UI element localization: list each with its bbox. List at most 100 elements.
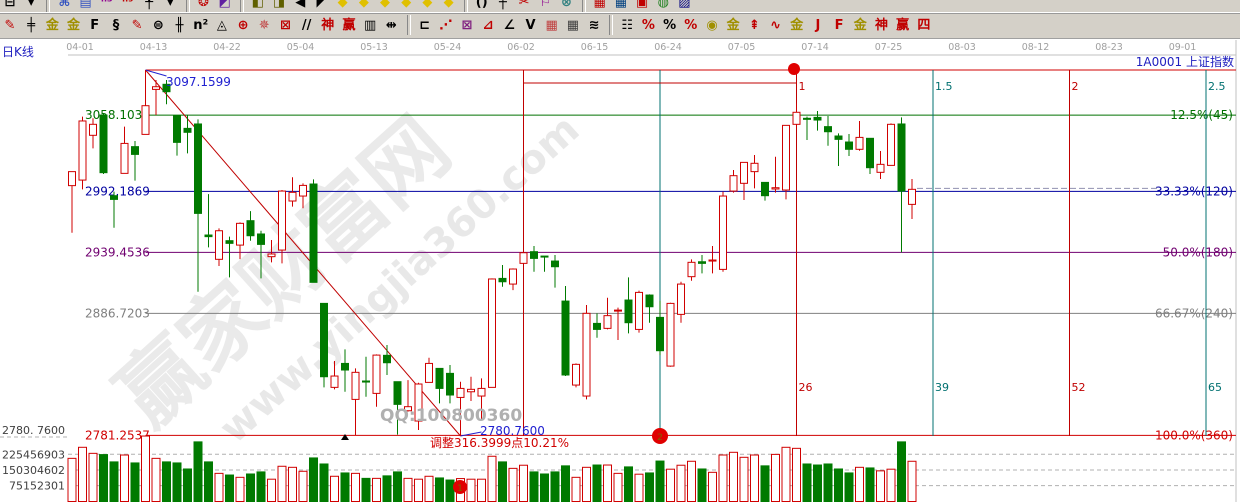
four-angle-icon[interactable]: 四 [917, 17, 931, 33]
candle [729, 170, 738, 193]
candle-body [614, 309, 622, 312]
gold-lines-icon[interactable]: 金 [45, 17, 59, 33]
gann-fan-icon[interactable]: ⊿ [482, 17, 494, 33]
candle-body [362, 380, 370, 383]
period-label: 日K线 [2, 45, 34, 59]
wave-icon[interactable]: ∿ [770, 17, 782, 33]
crosshair-icon[interactable]: ┼ [499, 0, 507, 10]
window-layout-icon[interactable]: ⊟ [4, 0, 16, 10]
diamond-1-icon[interactable]: ◆ [337, 0, 348, 10]
dropdown-arrow-icon[interactable]: ▾ [27, 0, 35, 10]
first-page-icon[interactable]: ◧ [251, 0, 265, 10]
marker-2-dot[interactable] [652, 428, 668, 444]
forward-icon[interactable]: ◤ [316, 0, 327, 10]
percent-lines-icon[interactable]: % [684, 17, 698, 33]
flag-icon[interactable]: ⚐ [539, 0, 552, 10]
triangle-lines-icon[interactable]: ◬ [216, 17, 227, 33]
calendar-icon[interactable]: ▦ [593, 0, 606, 10]
pencil-lines-icon[interactable]: ✎ [131, 17, 143, 33]
table-icon[interactable]: ☷ [621, 17, 634, 33]
color-chart-icon[interactable]: ◩ [218, 0, 231, 10]
diamond-2-icon[interactable]: ◆ [358, 0, 369, 10]
scissors-icon[interactable]: ✂ [518, 0, 530, 10]
indicator-3-icon[interactable]: ⁿ³ [100, 0, 113, 10]
ying-icon[interactable]: 赢 [342, 17, 356, 33]
v-lines-icon[interactable]: V [525, 17, 536, 33]
candle [204, 194, 213, 248]
f-angle-icon[interactable]: F [834, 17, 844, 33]
hash-lines-icon[interactable]: ╪ [27, 17, 36, 33]
print-icon[interactable]: ▨ [678, 0, 691, 10]
candle-body [824, 126, 832, 133]
link-icon[interactable]: ⊗ [561, 0, 572, 10]
box-icon[interactable]: ⊏ [419, 17, 431, 33]
volume-bar [508, 467, 518, 502]
pencil-icon[interactable]: ✎ [4, 17, 16, 33]
angle-icon[interactable]: ∠ [503, 17, 516, 33]
candle-type-icon[interactable]: ╀ [145, 0, 154, 10]
parallel-icon[interactable]: // [301, 17, 312, 33]
gold-bars-icon[interactable]: 金 [726, 17, 740, 33]
width-icon[interactable]: ⇹ [385, 17, 397, 33]
target-icon[interactable]: ⊕ [237, 17, 249, 33]
gann-grid-icon[interactable]: ▦ [545, 17, 558, 33]
marker-2[interactable]: 2 [652, 428, 668, 444]
toolbar-divider [0, 12, 1240, 14]
gold-coin-icon[interactable]: ◉ [706, 17, 718, 33]
globe-icon[interactable]: ◍ [657, 0, 669, 10]
percent-icon[interactable]: % [663, 17, 677, 33]
cycle-icon[interactable]: ❂ [198, 0, 209, 10]
ying-angle-icon[interactable]: 赢 [896, 17, 910, 33]
pattern-icon[interactable]: ⌘ [58, 0, 71, 10]
marker-1[interactable]: 1 [453, 480, 467, 494]
shen-angle-icon[interactable]: 神 [874, 17, 888, 33]
n-squared-icon[interactable]: n² [193, 17, 209, 33]
fan-icon[interactable]: ⋰ [439, 17, 453, 33]
save-icon[interactable]: ▣ [635, 0, 649, 10]
spiral-icon[interactable]: § [112, 17, 120, 33]
marker-1-dot[interactable] [453, 480, 467, 494]
candle-body [225, 240, 234, 244]
candle [488, 278, 496, 388]
grid-2-icon[interactable]: ▦ [566, 17, 580, 33]
rocket-icon[interactable]: ⇞ [748, 17, 760, 33]
toolbar-separator [46, 0, 51, 12]
candle-body [624, 299, 633, 324]
circle-scale-icon[interactable]: ⊜ [152, 17, 164, 33]
f-lines-icon[interactable]: F [90, 17, 100, 33]
diamond-6-icon[interactable]: ◆ [443, 0, 454, 10]
candle-body [278, 190, 286, 251]
shen-icon[interactable]: 神 [321, 17, 335, 33]
date-tick-label: 04-01 [66, 42, 94, 53]
candle-body [498, 277, 507, 283]
gann-box-icon[interactable]: ⊠ [461, 17, 473, 33]
diamond-4-icon[interactable]: ◆ [401, 0, 412, 10]
indicator-9-icon[interactable]: ⁿ⁹ [122, 0, 134, 10]
marker-peak[interactable] [788, 63, 800, 75]
candle [687, 259, 696, 281]
cycle-count-label: 26 [799, 381, 813, 394]
grid-lines-icon[interactable]: ╫ [175, 17, 184, 33]
percent-slash-icon[interactable]: % [641, 17, 655, 33]
square-web-icon[interactable]: ⊠ [279, 17, 291, 33]
parentheses-icon[interactable]: () [475, 0, 488, 10]
toolbar-row-1: ⊟ ▾ ⌘ ▤ ⁿ³ ⁿ⁹ ╀ ▾ ❂ ◩ ◧ ◨ ◀ ◤ ◆ ◆ ◆ ◆ ◆ ◆ () ┼ ✂ ⚐ ⊗ ▦ ▦ ▣ ◍ ▨ [0, 0, 696, 12]
back-icon[interactable]: ◀ [295, 0, 306, 10]
grid-icon[interactable]: ▦ [614, 0, 628, 10]
diagonal-lines-icon[interactable]: ≋ [588, 17, 600, 33]
ruler-123-icon[interactable]: ▥ [364, 17, 377, 33]
candle [498, 264, 507, 287]
j-angle-icon[interactable]: J [815, 17, 821, 33]
compass-icon[interactable]: ✵ [258, 17, 270, 33]
list-icon[interactable]: ▤ [79, 0, 92, 10]
gold-box-icon[interactable]: 金 [790, 17, 804, 33]
diamond-3-icon[interactable]: ◆ [380, 0, 390, 10]
gold-lines-2-icon[interactable]: 金 [67, 17, 81, 33]
gold-angle-icon[interactable]: 金 [853, 17, 867, 33]
dropdown-arrow-icon[interactable]: ▾ [167, 0, 174, 10]
prev-page-icon[interactable]: ◨ [272, 0, 286, 10]
diamond-5-icon[interactable]: ◆ [422, 0, 433, 10]
marker-peak-dot[interactable] [788, 63, 800, 75]
candle [257, 230, 265, 279]
